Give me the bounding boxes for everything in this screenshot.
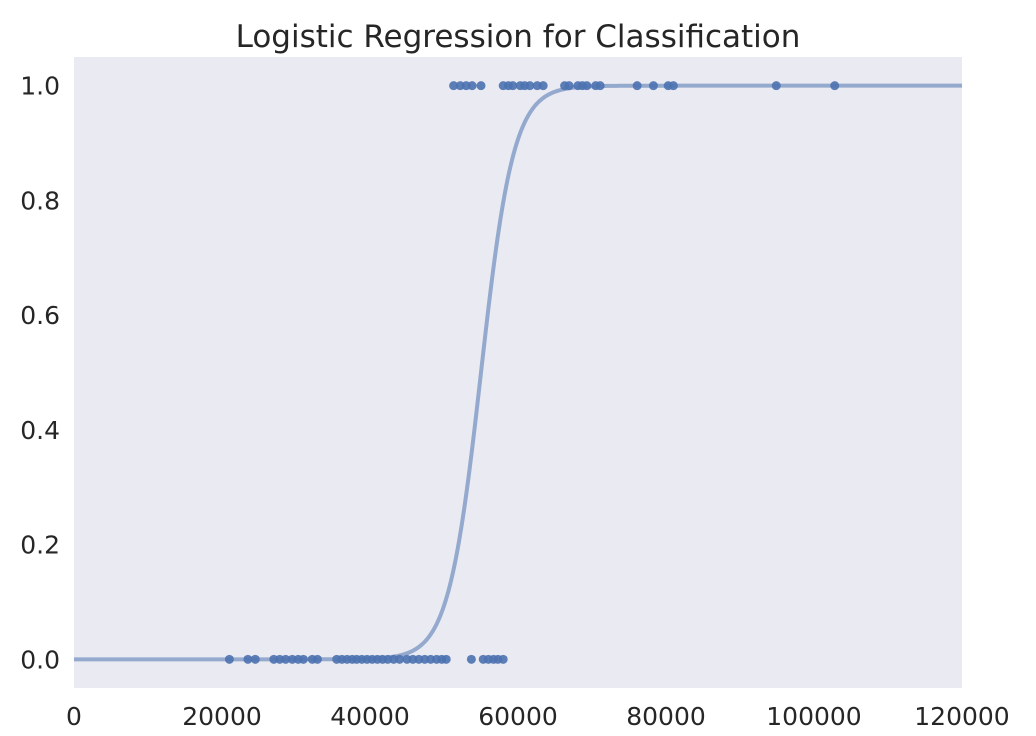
data-point [476,81,486,91]
x-tick-label: 100000 [766,702,861,731]
y-tick-label: 1.0 [20,72,60,101]
data-point [538,81,548,91]
data-point [595,81,605,91]
data-point [582,81,592,91]
y-tick-label: 0.8 [20,186,60,215]
y-tick-label: 0.2 [20,531,60,560]
x-tick-label: 0 [66,702,82,731]
data-point [298,654,308,664]
x-tick-label: 80000 [626,702,706,731]
x-tick-label: 60000 [478,702,558,731]
data-point [632,81,642,91]
y-tick-label: 0.6 [20,301,60,330]
data-point [441,654,451,664]
y-tick-label: 0.0 [20,645,60,674]
data-point [648,81,658,91]
data-point [525,81,535,91]
data-point [224,654,234,664]
data-point [467,81,477,91]
x-tick-label: 20000 [182,702,262,731]
data-point [668,81,678,91]
x-axis-ticks: 0 20000 40000 60000 80000 100000 120000 [66,702,1010,731]
data-point [466,654,476,664]
data-point [830,81,840,91]
plot-area [74,57,962,688]
data-point [564,81,574,91]
data-points [224,81,840,664]
logistic-fit-line [74,83,962,662]
chart-title: Logistic Regression for Classification [236,19,801,55]
x-tick-label: 120000 [914,702,1009,731]
data-point [498,654,508,664]
data-point [312,654,322,664]
y-axis-ticks: 0.0 0.2 0.4 0.6 0.8 1.0 [20,72,60,675]
data-point [771,81,781,91]
x-tick-label: 40000 [330,702,410,731]
data-point [250,654,260,664]
data-point [449,81,459,91]
y-tick-label: 0.4 [20,416,60,445]
data-point [243,654,253,664]
data-point [281,654,291,664]
data-point [395,654,405,664]
data-point [508,81,518,91]
